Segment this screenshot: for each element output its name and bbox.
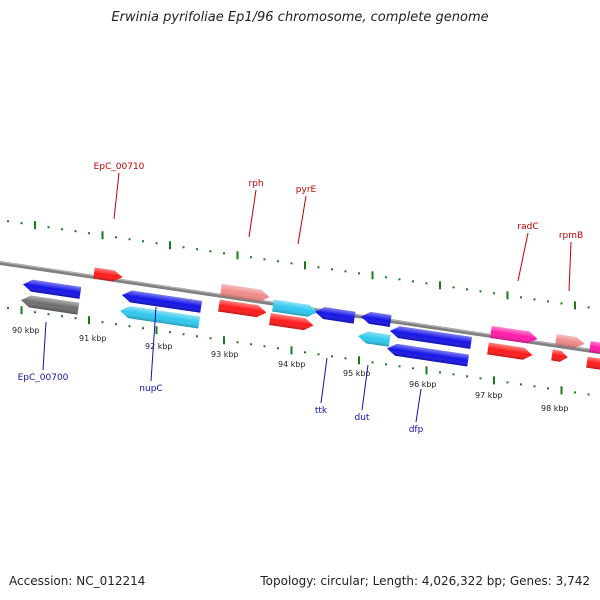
gene-shading bbox=[387, 343, 469, 367]
gene-shading bbox=[120, 306, 201, 329]
gene-label-pyrE: pyrE bbox=[296, 185, 317, 195]
gene-arrow-dfp bbox=[390, 326, 472, 349]
gene-arrow-dut bbox=[361, 311, 392, 327]
gene-label-dut: dut bbox=[355, 413, 370, 423]
scale-label-91-kbp: 91 kbp bbox=[79, 334, 107, 343]
gene-label-radC: radC bbox=[517, 222, 538, 232]
scale-label-97-kbp: 97 kbp bbox=[475, 391, 503, 400]
accession-text: Accession: NC_012214 bbox=[9, 574, 146, 588]
leader-line-pyrE bbox=[297, 195, 307, 245]
gene-label-EpC_00710: EpC_00710 bbox=[94, 162, 145, 172]
gene-arrow-dut bbox=[358, 331, 391, 347]
scale-label-93-kbp: 93 kbp bbox=[211, 350, 239, 359]
gene-shading bbox=[487, 342, 533, 360]
gene-shading bbox=[218, 299, 267, 318]
scale-label-94-kbp: 94 kbp bbox=[278, 360, 306, 369]
leader-line-radC bbox=[517, 232, 529, 282]
gene-arrow-radC bbox=[490, 325, 538, 344]
gene-arrow-rpmB bbox=[551, 349, 568, 362]
gene-shading bbox=[220, 283, 270, 302]
leader-line-EpC_00710 bbox=[113, 172, 120, 220]
leader-line-dfp bbox=[415, 388, 422, 423]
scale-label-98-kbp: 98 kbp bbox=[541, 404, 569, 413]
gene-label-dfp: dfp bbox=[409, 425, 424, 435]
gene-shading bbox=[390, 326, 472, 349]
gene-shading bbox=[23, 279, 82, 299]
gene-shading bbox=[269, 313, 314, 331]
gene-arrow-EpC_00700 bbox=[23, 279, 82, 299]
gene-arrow-EpC_00700 bbox=[21, 295, 80, 315]
gene-shading bbox=[272, 299, 318, 317]
lower-tick-row bbox=[7, 306, 590, 396]
gene-shading bbox=[490, 325, 538, 344]
scale-label-96-kbp: 96 kbp bbox=[409, 380, 437, 389]
gene-arrow-rph bbox=[218, 299, 267, 318]
gene-shading bbox=[589, 341, 600, 354]
gene-shading bbox=[315, 307, 356, 324]
gene-arrow-dfp bbox=[387, 343, 469, 367]
gene-arrow-rpmG bbox=[586, 356, 600, 370]
leader-line-rph bbox=[248, 189, 257, 238]
gene-label-rph: rph bbox=[248, 179, 263, 189]
leader-line-ttk bbox=[320, 357, 328, 404]
topology-text: Topology: circular; Length: 4,026,322 bp… bbox=[260, 574, 590, 588]
gene-arrow-nupC bbox=[122, 290, 203, 313]
leader-line-EpC_00700 bbox=[42, 321, 47, 371]
leader-line-dut bbox=[361, 364, 369, 411]
gene-shading bbox=[555, 334, 585, 348]
gene-label-nupC: nupC bbox=[139, 384, 162, 394]
gene-label-ttk: ttk bbox=[315, 406, 328, 416]
gene-shading bbox=[551, 349, 568, 362]
upper-tick-row bbox=[7, 220, 590, 310]
gene-shading bbox=[358, 331, 391, 347]
scale-label-92-kbp: 92 kbp bbox=[145, 342, 173, 351]
scale-label-95-kbp: 95 kbp bbox=[343, 369, 371, 378]
gene-arrow-rpmG bbox=[589, 341, 600, 354]
gene-arrow-rph bbox=[220, 283, 270, 302]
map-title: Erwinia pyrifoliae Ep1/96 chromosome, co… bbox=[111, 10, 489, 25]
gene-label-rpmB: rpmB bbox=[559, 231, 583, 241]
scale-label-90-kbp: 90 kbp bbox=[12, 326, 40, 335]
gene-shading bbox=[122, 290, 203, 313]
gene-arrow-EpC_00710 bbox=[93, 267, 123, 282]
leader-line-nupC bbox=[150, 306, 157, 382]
gene-arrow-rpmB bbox=[555, 334, 585, 348]
gene-arrow-pyrE bbox=[269, 313, 314, 331]
leader-line-rpmB bbox=[568, 241, 572, 292]
gene-shading bbox=[93, 267, 123, 282]
gene-shading bbox=[361, 311, 392, 327]
gene-arrow-pyrE bbox=[272, 299, 318, 317]
gene-arrow-ttk bbox=[315, 307, 356, 324]
gene-arrow-radC bbox=[487, 342, 533, 360]
gene-arrow-nupC bbox=[120, 306, 201, 329]
gene-shading bbox=[586, 356, 600, 370]
gene-shading bbox=[21, 295, 80, 315]
gene-label-EpC_00700: EpC_00700 bbox=[18, 373, 69, 383]
